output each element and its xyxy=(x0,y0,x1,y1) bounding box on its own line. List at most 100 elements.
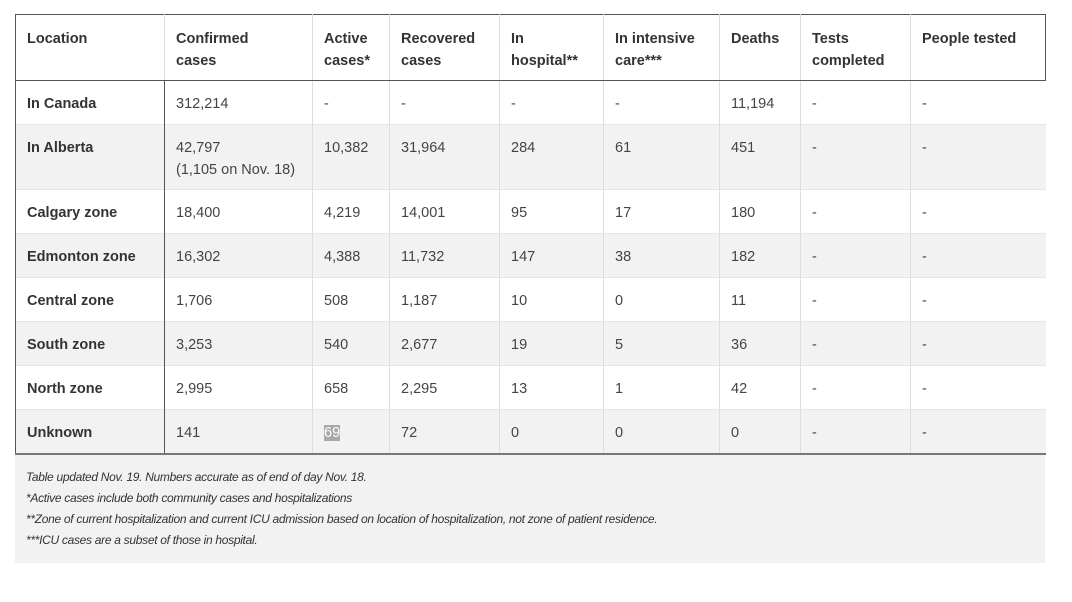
cell-deaths: 180 xyxy=(719,189,801,234)
cell-confirmed: 1,706 xyxy=(164,277,313,322)
header-tests-completed: Tests completed xyxy=(800,14,911,81)
table-row: North zone 2,995 658 2,295 13 1 42 - - xyxy=(15,365,1046,410)
cell-deaths: 11,194 xyxy=(719,80,801,125)
note-hospitalization-zone: **Zone of current hospitalization and cu… xyxy=(26,511,658,526)
row-location: North zone xyxy=(15,365,165,410)
cell-tests: - xyxy=(800,233,911,278)
table-footnotes: Table updated Nov. 19. Numbers accurate … xyxy=(15,454,1045,563)
cell-deaths: 42 xyxy=(719,365,801,410)
cell-active: 508 xyxy=(312,277,390,322)
row-location: In Canada xyxy=(15,80,165,125)
cell-tests: - xyxy=(800,321,911,366)
row-location: Central zone xyxy=(15,277,165,322)
cell-active: 540 xyxy=(312,321,390,366)
note-updated: Table updated Nov. 19. Numbers accurate … xyxy=(26,469,367,484)
cell-confirmed: 18,400 xyxy=(164,189,313,234)
cell-people-tested: - xyxy=(910,124,1046,190)
header-location: Location xyxy=(15,14,165,81)
cell-hospital: 147 xyxy=(499,233,604,278)
cell-hospital: - xyxy=(499,80,604,125)
cell-recovered: 2,677 xyxy=(389,321,500,366)
cell-hospital: 284 xyxy=(499,124,604,190)
cell-icu: 1 xyxy=(603,365,720,410)
cell-icu: - xyxy=(603,80,720,125)
header-recovered-cases: Recovered cases xyxy=(389,14,500,81)
note-icu-subset: ***ICU cases are a subset of those in ho… xyxy=(26,532,258,547)
cell-deaths: 11 xyxy=(719,277,801,322)
cell-active: 69 xyxy=(312,409,390,455)
header-people-tested: People tested xyxy=(910,14,1046,81)
header-intensive-care: In intensive care*** xyxy=(603,14,720,81)
cell-people-tested: - xyxy=(910,80,1046,125)
cell-active: 4,219 xyxy=(312,189,390,234)
cell-active: 10,382 xyxy=(312,124,390,190)
cell-active: 4,388 xyxy=(312,233,390,278)
cell-confirmed: 42,797 (1,105 on Nov. 18) xyxy=(164,124,313,190)
cell-recovered: 11,732 xyxy=(389,233,500,278)
cell-tests: - xyxy=(800,277,911,322)
cell-recovered: 14,001 xyxy=(389,189,500,234)
cell-hospital: 95 xyxy=(499,189,604,234)
cell-hospital: 13 xyxy=(499,365,604,410)
cell-confirmed: 2,995 xyxy=(164,365,313,410)
header-in-hospital: In hospital** xyxy=(499,14,604,81)
cell-active: - xyxy=(312,80,390,125)
row-location: Unknown xyxy=(15,409,165,455)
cell-icu: 38 xyxy=(603,233,720,278)
table-row: Central zone 1,706 508 1,187 10 0 11 - - xyxy=(15,277,1046,322)
cell-deaths: 451 xyxy=(719,124,801,190)
cell-icu: 61 xyxy=(603,124,720,190)
row-location: In Alberta xyxy=(15,124,165,190)
table-row: In Canada 312,214 - - - - 11,194 - - xyxy=(15,80,1046,125)
covid-stats-table: Location Confirmed cases Active cases* Rec… xyxy=(15,14,1046,455)
cell-icu: 0 xyxy=(603,277,720,322)
cell-tests: - xyxy=(800,124,911,190)
table-row: Unknown 141 69 72 0 0 0 - - xyxy=(15,409,1046,455)
table-row: Calgary zone 18,400 4,219 14,001 95 17 1… xyxy=(15,189,1046,234)
cell-deaths: 36 xyxy=(719,321,801,366)
cell-confirmed: 3,253 xyxy=(164,321,313,366)
cell-deaths: 182 xyxy=(719,233,801,278)
row-location: Edmonton zone xyxy=(15,233,165,278)
cell-recovered: 31,964 xyxy=(389,124,500,190)
selected-text-highlight[interactable]: 69 xyxy=(324,425,341,441)
header-confirmed-cases: Confirmed cases xyxy=(164,14,313,81)
cell-deaths: 0 xyxy=(719,409,801,455)
cell-people-tested: - xyxy=(910,233,1046,278)
table-row: Edmonton zone 16,302 4,388 11,732 147 38… xyxy=(15,233,1046,278)
cell-tests: - xyxy=(800,409,911,455)
table-row: South zone 3,253 540 2,677 19 5 36 - - xyxy=(15,321,1046,366)
cell-recovered: 2,295 xyxy=(389,365,500,410)
cell-confirmed: 141 xyxy=(164,409,313,455)
table-row: In Alberta 42,797 (1,105 on Nov. 18) 10,3… xyxy=(15,124,1046,190)
cell-tests: - xyxy=(800,189,911,234)
note-active-cases: *Active cases include both community cas… xyxy=(26,490,352,505)
header-row: Location Confirmed cases Active cases* Rec… xyxy=(15,14,1046,81)
cell-icu: 17 xyxy=(603,189,720,234)
covid-stats-container: Location Confirmed cases Active cases* Rec… xyxy=(15,14,1046,563)
cell-tests: - xyxy=(800,80,911,125)
header-location-line1: Location xyxy=(27,31,88,47)
cell-people-tested: - xyxy=(910,409,1046,455)
cell-hospital: 19 xyxy=(499,321,604,366)
row-location: South zone xyxy=(15,321,165,366)
cell-people-tested: - xyxy=(910,365,1046,410)
alberta-confirmed-note: (1,105 on Nov. 18) xyxy=(176,162,296,178)
header-deaths: Deaths xyxy=(719,14,801,81)
cell-hospital: 10 xyxy=(499,277,604,322)
cell-recovered: - xyxy=(389,80,500,125)
cell-hospital: 0 xyxy=(499,409,604,455)
cell-icu: 5 xyxy=(603,321,720,366)
cell-recovered: 1,187 xyxy=(389,277,500,322)
cell-people-tested: - xyxy=(910,189,1046,234)
cell-people-tested: - xyxy=(910,321,1046,366)
row-location: Calgary zone xyxy=(15,189,165,234)
header-active-cases: Active cases* xyxy=(312,14,390,81)
cell-tests: - xyxy=(800,365,911,410)
cell-confirmed: 312,214 xyxy=(164,80,313,125)
cell-icu: 0 xyxy=(603,409,720,455)
cell-people-tested: - xyxy=(910,277,1046,322)
cell-recovered: 72 xyxy=(389,409,500,455)
cell-confirmed: 16,302 xyxy=(164,233,313,278)
cell-active: 658 xyxy=(312,365,390,410)
